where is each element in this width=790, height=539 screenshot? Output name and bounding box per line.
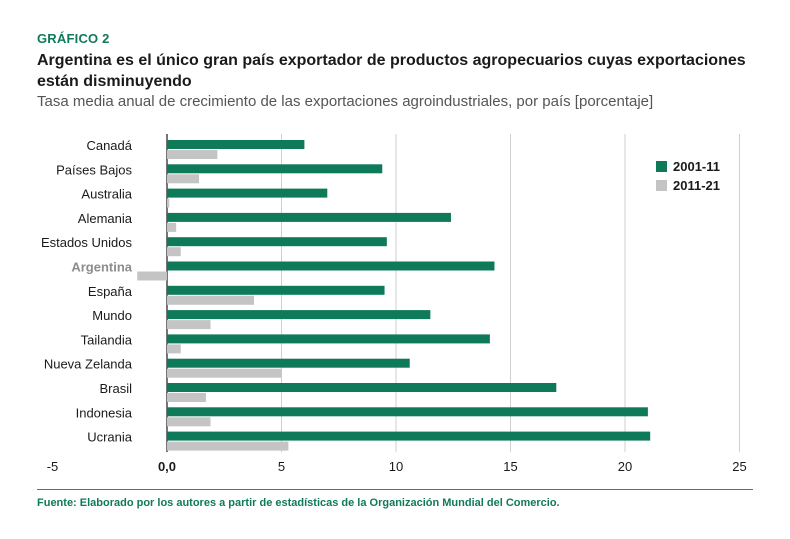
bar-espana-2001-11 <box>167 285 385 295</box>
chart-title: Argentina es el único gran país exportad… <box>37 52 746 90</box>
x-tick-label: 15 <box>503 459 517 474</box>
category-label-canada: Canadá <box>86 138 132 153</box>
bar-estados-unidos-2001-11 <box>167 237 387 247</box>
bar-indonesia-2011-21 <box>167 417 211 427</box>
x-tick-label: 20 <box>618 459 632 474</box>
bar-australia-2001-11 <box>167 188 328 198</box>
category-label-brasil: Brasil <box>99 381 132 396</box>
x-axis-ticks: -5 0,0 5 10 15 20 25 <box>47 459 747 474</box>
figure-label: GRÁFICO 2 <box>37 31 110 46</box>
category-label-tailandia: Tailandia <box>81 332 133 347</box>
bar-ucrania-2011-21 <box>167 441 289 451</box>
legend-label-2011-21: 2011-21 <box>673 178 720 193</box>
bar-tailandia-2011-21 <box>167 344 181 354</box>
bar-mundo-2011-21 <box>167 320 211 330</box>
source-note: Fuente: Elaborado por los autores a part… <box>37 497 560 509</box>
bar-brasil-2001-11 <box>167 383 557 392</box>
bar-nueva-zelanda-2001-11 <box>167 358 410 368</box>
category-label-alemania: Alemania <box>78 211 133 226</box>
category-label-nueva-zelanda: Nueva Zelanda <box>44 357 133 372</box>
bar-paises-bajos-2011-21 <box>167 174 200 184</box>
footer-divider <box>37 489 753 490</box>
bar-nueva-zelanda-2011-21 <box>167 368 282 378</box>
bar-alemania-2011-21 <box>167 222 177 232</box>
bar-tailandia-2001-11 <box>167 334 490 344</box>
chart-subtitle: Tasa media anual de crecimiento de las e… <box>37 93 654 110</box>
category-label-ucrania: Ucrania <box>87 430 133 445</box>
bars <box>137 140 651 451</box>
bar-espana-2011-21 <box>167 295 255 305</box>
category-label-australia: Australia <box>81 187 132 202</box>
legend: 2001-11 2011-21 <box>656 159 720 193</box>
bar-estados-unidos-2011-21 <box>167 247 181 257</box>
x-tick-label: -5 <box>47 459 59 474</box>
x-tick-label: 5 <box>278 459 285 474</box>
gridlines <box>166 134 740 452</box>
x-tick-label: 25 <box>732 459 746 474</box>
category-label-espana: España <box>88 284 133 299</box>
category-label-argentina: Argentina <box>71 260 132 275</box>
category-label-mundo: Mundo <box>92 308 132 323</box>
category-labels: Canadá Países Bajos Australia Alemania Estad… <box>41 138 133 445</box>
bar-canada-2011-21 <box>167 150 218 159</box>
x-tick-label: 10 <box>389 459 403 474</box>
bar-indonesia-2001-11 <box>167 407 648 417</box>
bar-mundo-2001-11 <box>167 310 431 320</box>
legend-swatch-2001-11 <box>656 161 667 172</box>
bar-alemania-2001-11 <box>167 212 451 222</box>
category-label-estados-unidos: Estados Unidos <box>41 235 133 250</box>
bar-ucrania-2001-11 <box>167 431 651 441</box>
category-label-indonesia: Indonesia <box>76 405 133 420</box>
bar-paises-bajos-2001-11 <box>167 164 383 174</box>
bar-argentina-2001-11 <box>167 261 495 271</box>
x-tick-label: 0,0 <box>158 459 176 474</box>
bar-brasil-2011-21 <box>167 393 206 402</box>
bar-canada-2001-11 <box>167 140 305 149</box>
bar-argentina-2011-21 <box>137 271 167 281</box>
legend-swatch-2011-21 <box>656 180 667 191</box>
category-label-paises-bajos: Países Bajos <box>56 162 132 177</box>
bar-australia-2011-21 <box>167 198 170 208</box>
legend-label-2001-11: 2001-11 <box>673 159 720 174</box>
